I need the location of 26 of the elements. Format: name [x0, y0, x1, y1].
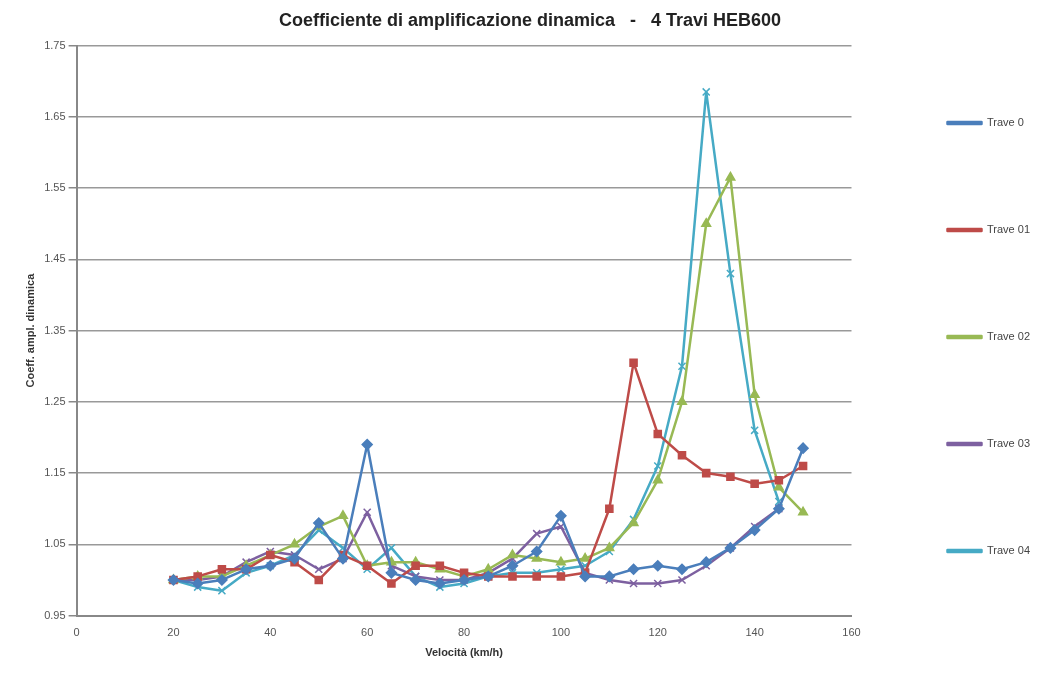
x-tick-label: 160: [842, 626, 861, 639]
y-tick-label: 1.15: [44, 466, 66, 479]
y-tick-label: 1.05: [44, 537, 66, 550]
y-tick-label: 1.35: [44, 323, 66, 336]
x-tick-label: 120: [648, 626, 667, 639]
chart-title: Coefficiente di amplificazione dinamica - 4 Travi HEB600: [278, 9, 782, 30]
legend-label: Trave 0: [987, 116, 1024, 129]
x-tick-label: 0: [73, 626, 80, 639]
x-tick-label: 100: [551, 626, 571, 639]
x-axis-title: Velocità (km/h): [425, 646, 504, 659]
legend-label: Trave 01: [987, 223, 1031, 236]
x-tick-label: 60: [361, 626, 374, 639]
legend-label: Trave 02: [987, 330, 1031, 343]
x-tick-label: 140: [745, 626, 764, 639]
y-tick-label: 1.65: [44, 109, 66, 122]
y-tick-label: 1.45: [44, 252, 66, 265]
y-tick-label: 1.55: [44, 181, 66, 194]
y-tick-label: 1.75: [44, 38, 66, 51]
x-tick-label: 40: [264, 626, 277, 639]
x-tick-label: 20: [167, 626, 180, 639]
legend-label: Trave 04: [987, 544, 1031, 557]
x-tick-label: 80: [457, 626, 471, 639]
y-tick-label: 0.95: [44, 608, 66, 621]
legend-label: Trave 03: [987, 437, 1031, 450]
y-tick-label: 1.25: [44, 394, 66, 407]
y-axis-title: Coeff. ampl. dinamica: [23, 272, 36, 388]
